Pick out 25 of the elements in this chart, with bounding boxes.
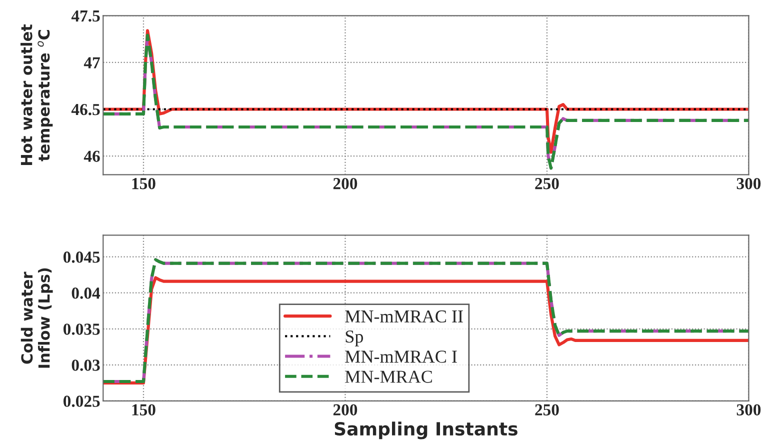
x-tick-label: 150 xyxy=(132,404,156,416)
y-tick-label: 47 xyxy=(84,57,100,68)
y-tick-label: 0.04 xyxy=(72,288,100,299)
y-tick-label: 0.035 xyxy=(64,324,100,335)
y-tick-label: 0.045 xyxy=(64,252,100,263)
x-tick-label: 250 xyxy=(535,404,559,416)
y-tick-label: 0.025 xyxy=(64,396,100,407)
x-tick-label: 200 xyxy=(333,404,358,416)
x-tick-label: 200 xyxy=(333,178,358,190)
legend-label: MN-mMRAC II xyxy=(345,310,463,323)
legend-label: MN-MRAC xyxy=(345,370,432,383)
x-tick-label: 300 xyxy=(736,178,761,190)
y-tick-label: 46.5 xyxy=(71,104,100,116)
x-tick-label: 300 xyxy=(736,404,761,416)
legend-label: Sp xyxy=(346,330,364,346)
y-tick-label: 46 xyxy=(84,150,100,162)
legend-label: MN-mMRAC I xyxy=(345,350,457,363)
x-tick-label: 150 xyxy=(132,178,156,190)
y-axis-title: Cold water Inflow (Lps) xyxy=(20,268,53,368)
x-axis-title: Sampling Instants xyxy=(334,422,518,440)
line-series xyxy=(103,258,749,384)
y-tick-label: 47.5 xyxy=(71,10,100,22)
x-tick-label: 250 xyxy=(535,178,559,190)
y-axis-title: Hot water outlet temperature $^{o}$C xyxy=(20,24,53,166)
y-tick-label: 0.03 xyxy=(72,360,100,371)
